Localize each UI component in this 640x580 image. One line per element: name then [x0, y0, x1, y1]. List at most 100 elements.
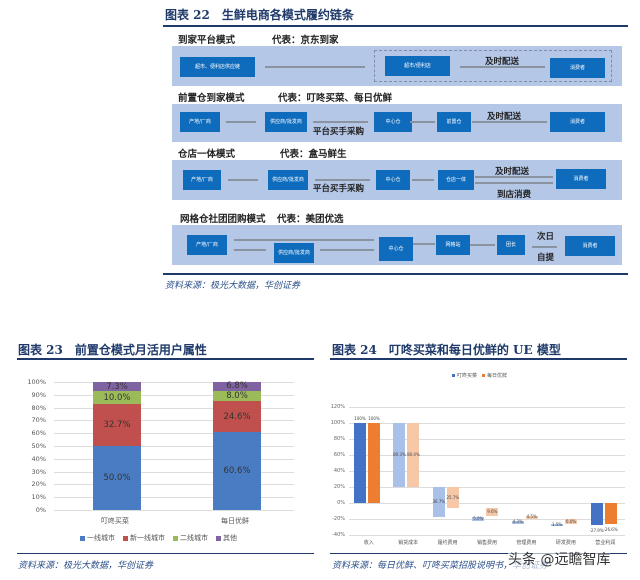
y-tick-label: 10% [31, 493, 46, 502]
row4-node-consumer: 消费者 [565, 236, 615, 256]
category-label: 销售费用 [476, 540, 497, 546]
row1-node-consumer: 消费者 [550, 58, 605, 78]
fig24-source: 资料来源：每日优鲜、叮咚买菜招股说明书，华创证券 [332, 561, 549, 571]
row3-flow-delivery: 及时配送 [495, 167, 530, 177]
row1-dashed-box [374, 50, 612, 82]
row2-line3 [410, 121, 435, 123]
bar-segment: 7.3% [93, 382, 141, 392]
y-tick-label: -20% [332, 516, 345, 522]
row4-node-grid: 网格站 [436, 235, 470, 255]
row1-node-store: 超市/便利店 [385, 56, 450, 76]
data-label: 6.0% [566, 518, 577, 524]
row1-rep: 代表：京东到家 [272, 35, 339, 46]
fig23-source: 资料来源：极光大数据，华创证券 [18, 561, 154, 571]
chart-legend: 一线城市 新一线城市 二线城市 其他 [80, 533, 237, 543]
category-label: 叮咚买菜 [101, 517, 129, 525]
row2-flow-delivery: 及时配送 [487, 112, 522, 122]
data-label: 80.4% [407, 452, 420, 458]
legend-swatch-icon [80, 535, 85, 541]
row2-line2 [313, 121, 368, 123]
legend-swatch-icon [452, 374, 455, 377]
gridline [54, 407, 294, 409]
gridline [54, 420, 294, 422]
row4-line-bot2 [320, 249, 374, 251]
category-label: 收入 [363, 540, 374, 546]
watermark: 头条 @远瞻智库 [508, 549, 611, 569]
bar-segment: 6.8% [213, 381, 261, 391]
data-label: -26.6% [603, 527, 618, 533]
data-label: 4.3% [512, 519, 523, 525]
data-label: 80.3% [393, 452, 406, 458]
waterfall-bar [407, 423, 420, 488]
row3-rep: 代表：盒马鲜生 [280, 149, 347, 160]
bar-segment: 24.6% [213, 400, 261, 433]
gridline [54, 471, 294, 473]
gridline [349, 535, 625, 536]
legend-item: 新一线城市 [123, 533, 165, 543]
y-tick-label: 20% [333, 484, 345, 490]
row4-rep: 代表：美团优选 [277, 214, 344, 225]
row1-node-supply: 超市、便利店供应链 [180, 57, 255, 77]
row3-node-storewh: 仓店一体 [438, 170, 474, 190]
gridline [349, 519, 625, 520]
legend-item: 其他 [216, 533, 237, 543]
y-tick-label: 40% [31, 454, 46, 463]
waterfall-bar [354, 423, 366, 503]
gridline [54, 458, 294, 460]
row3-node-central: 中心仓 [376, 170, 410, 190]
y-tick-label: 0% [35, 506, 46, 514]
row2-flow-buyer: 平台买手采购 [313, 127, 365, 137]
gridline [54, 446, 294, 447]
y-tick-label: 100% [27, 378, 46, 386]
row1-flow-delivery: 及时配送 [485, 57, 520, 67]
data-label: 5.0% [473, 515, 484, 521]
data-label: 36.7% [432, 498, 446, 504]
category-label: 研发费用 [555, 540, 576, 546]
row4-line5 [532, 246, 557, 248]
row3-line1 [228, 179, 258, 181]
row3-node-consumer: 消费者 [556, 169, 606, 189]
row3-flow-instore: 到店消费 [497, 190, 532, 200]
category-label: 每日优鲜 [221, 517, 249, 525]
y-tick-label: 60% [31, 429, 46, 438]
gridline [349, 487, 625, 488]
waterfall-bar [604, 503, 617, 525]
gridline [349, 471, 625, 472]
y-tick-label: 0% [337, 500, 345, 506]
fig24-bottom-rule [330, 553, 627, 554]
category-label: 营业利润 [595, 540, 616, 546]
y-tick-label: 90% [31, 390, 46, 399]
y-tick-label: 20% [31, 480, 46, 489]
category-label: 销货成本 [398, 540, 419, 546]
row4-line-top [234, 239, 374, 241]
row4-flow-pickup: 自提 [537, 253, 555, 263]
row3-flow-buyer: 平台买手采购 [313, 184, 365, 194]
gridline [54, 433, 294, 435]
waterfall-bar [551, 524, 564, 527]
row4-line3 [413, 243, 435, 245]
row2-line4 [472, 121, 547, 123]
row4-line4 [470, 244, 495, 246]
row4-node-leader: 团长 [497, 235, 525, 255]
row4-label: 网格仓社团团购模式 [180, 214, 266, 225]
gridline [54, 497, 294, 499]
y-tick-label: 40% [333, 468, 345, 474]
category-label: 管理费用 [516, 540, 537, 546]
row3-line4b [475, 182, 553, 184]
legend-swatch-icon [123, 535, 128, 541]
bar-segment: 8.0% [213, 390, 261, 401]
legend-swatch-icon [173, 535, 178, 541]
stacked-chart: 0% 10% 20% 30% 40% 50% 60% 70% 80% 90% 100% 50.0% 3… [20, 370, 300, 550]
row3-line3 [412, 179, 434, 181]
y-tick-label: 70% [31, 416, 46, 425]
row4-line-bot1 [234, 249, 266, 251]
data-label: 100% [354, 416, 366, 421]
gridline [349, 439, 625, 440]
bar-segment: 60.6% [213, 432, 261, 510]
bar-segment: 50.0% [93, 446, 141, 510]
bar-segment: 10.0% [93, 391, 141, 405]
fig23-bottom-rule [17, 553, 314, 554]
row4-node-central: 中心仓 [379, 237, 413, 261]
row2-rep: 代表：叮咚买菜、每日优鲜 [278, 93, 393, 104]
row1-line2 [460, 66, 545, 68]
